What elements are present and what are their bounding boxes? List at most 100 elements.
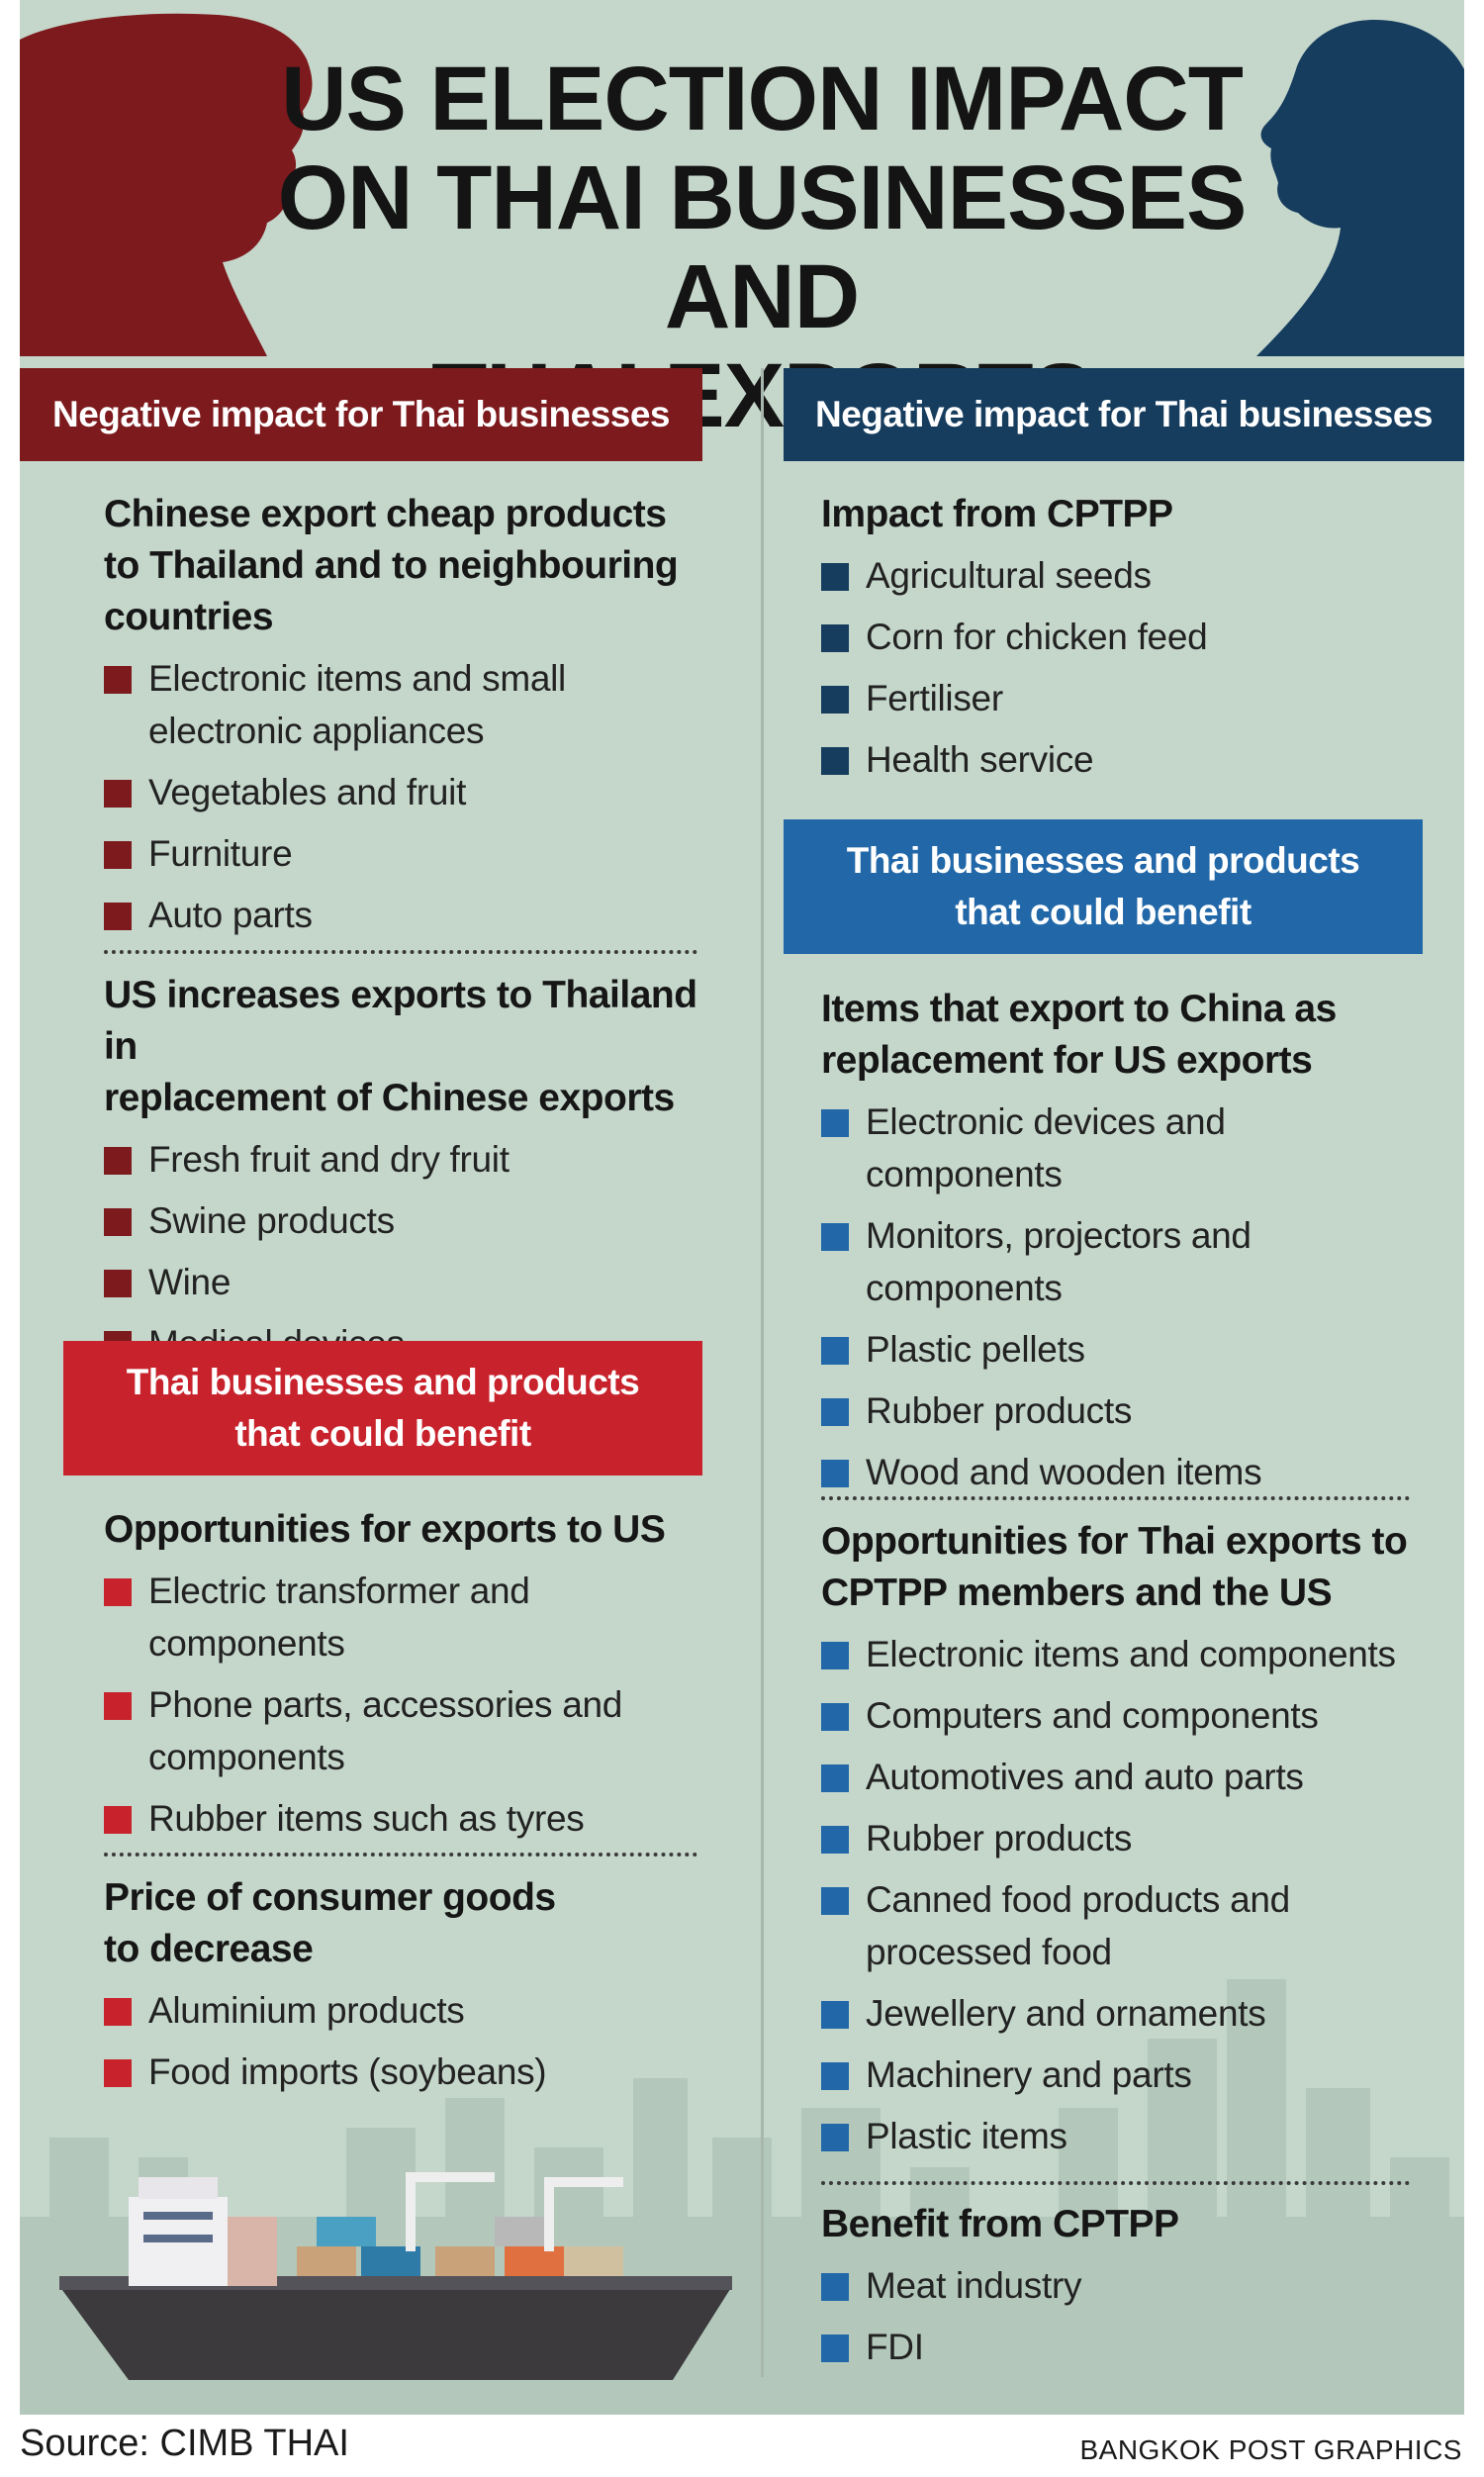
item-line: Rubber products bbox=[866, 1390, 1133, 1431]
list-item: Automotives and auto parts bbox=[821, 1751, 1454, 1803]
list-item: Food imports (soybeans) bbox=[104, 2046, 737, 2098]
left-group-4: Price of consumer goods to decrease Alum… bbox=[104, 1872, 737, 2098]
item-line: Machinery and parts bbox=[866, 2054, 1192, 2095]
item-line: components bbox=[148, 1737, 345, 1777]
left-group-1-heading: Chinese export cheap products to Thailan… bbox=[104, 489, 737, 643]
left-negative-banner-text: Negative impact for Thai businesses bbox=[51, 394, 671, 434]
bullet-square-icon bbox=[104, 2059, 132, 2087]
list-item: Wood and wooden items bbox=[821, 1446, 1454, 1498]
bullet-square-icon bbox=[821, 686, 849, 714]
list-item: Canned food products and processed food bbox=[821, 1873, 1454, 1978]
list-item: Aluminium products bbox=[104, 1984, 737, 2037]
heading-line: Impact from CPTPP bbox=[821, 493, 1173, 535]
item-line: Rubber products bbox=[866, 1818, 1133, 1858]
item-line: Jewellery and ornaments bbox=[866, 1993, 1266, 2034]
item-line: Wood and wooden items bbox=[866, 1452, 1262, 1492]
heading-line: to decrease bbox=[104, 1928, 314, 1970]
bullet-square-icon bbox=[821, 1337, 849, 1365]
bullet-square-icon bbox=[104, 841, 132, 869]
item-line: Agricultural seeds bbox=[866, 555, 1152, 596]
list-item: Auto parts bbox=[104, 889, 737, 941]
item-line: Food imports (soybeans) bbox=[148, 2051, 547, 2092]
list-item: Plastic items bbox=[821, 2110, 1454, 2162]
bullet-square-icon bbox=[821, 1642, 849, 1669]
dotted-separator bbox=[821, 1496, 1410, 1500]
left-negative-banner: Negative impact for Thai businesses bbox=[20, 368, 702, 461]
item-line: Health service bbox=[866, 739, 1094, 780]
right-group-3: Opportunities for Thai exports to CPTPP … bbox=[821, 1516, 1454, 2162]
bullet-square-icon bbox=[104, 780, 132, 808]
item-line: Fertiliser bbox=[866, 678, 1003, 718]
list-item: Rubber products bbox=[821, 1812, 1454, 1864]
item-line: Electronic items and small bbox=[148, 658, 566, 699]
heading-line: replacement for US exports bbox=[821, 1039, 1313, 1082]
heading-line: Opportunities for exports to US bbox=[104, 1508, 666, 1551]
bullet-square-icon bbox=[821, 2062, 849, 2090]
left-group-3-heading: Opportunities for exports to US bbox=[104, 1504, 737, 1556]
blue-silhouette bbox=[1256, 20, 1464, 356]
right-group-4-heading: Benefit from CPTPP bbox=[821, 2199, 1454, 2250]
item-line: components bbox=[866, 1154, 1063, 1194]
dotted-separator bbox=[104, 1853, 697, 1857]
list-item: FDI bbox=[821, 2321, 1454, 2373]
item-line: Fresh fruit and dry fruit bbox=[148, 1139, 510, 1180]
heading-line: Price of consumer goods bbox=[104, 1876, 556, 1919]
list-item: Electronic devices and components bbox=[821, 1096, 1454, 1200]
item-line: Plastic pellets bbox=[866, 1329, 1085, 1370]
right-group-1-heading: Impact from CPTPP bbox=[821, 489, 1454, 540]
heading-line: US increases exports to Thailand in bbox=[104, 974, 697, 1068]
left-group-2: US increases exports to Thailand in repl… bbox=[104, 970, 737, 1370]
item-line: Automotives and auto parts bbox=[866, 1757, 1304, 1797]
bullet-square-icon bbox=[821, 1109, 849, 1137]
item-line: Meat industry bbox=[866, 2265, 1082, 2306]
list-item: Fresh fruit and dry fruit bbox=[104, 1133, 737, 1186]
bullet-square-icon bbox=[821, 2273, 849, 2301]
heading-line: to Thailand and to neighbouring bbox=[104, 544, 679, 587]
list-item: Corn for chicken feed bbox=[821, 611, 1454, 663]
list-item: Computers and components bbox=[821, 1689, 1454, 1742]
list-item: Swine products bbox=[104, 1194, 737, 1247]
list-item: Plastic pellets bbox=[821, 1323, 1454, 1376]
background-art bbox=[20, 13, 1464, 2415]
item-line: Electronic devices and bbox=[866, 1101, 1226, 1142]
city-skyline bbox=[20, 1979, 1464, 2415]
bullet-square-icon bbox=[821, 1703, 849, 1731]
item-line: Aluminium products bbox=[148, 1990, 465, 2031]
banner-line: Thai businesses and products bbox=[846, 840, 1360, 881]
bullet-square-icon bbox=[821, 563, 849, 591]
heading-line: countries bbox=[104, 596, 274, 638]
bullet-square-icon bbox=[104, 903, 132, 930]
column-divider bbox=[761, 368, 764, 2377]
bullet-square-icon bbox=[821, 1398, 849, 1426]
list-item: Electronic items and small electronic app… bbox=[104, 652, 737, 757]
list-item: Agricultural seeds bbox=[821, 549, 1454, 602]
dotted-separator bbox=[821, 2181, 1410, 2185]
list-item: Monitors, projectors and components bbox=[821, 1209, 1454, 1314]
item-line: Swine products bbox=[148, 1200, 395, 1241]
bullet-square-icon bbox=[821, 1764, 849, 1792]
item-line: Phone parts, accessories and bbox=[148, 1684, 623, 1725]
list-item: Vegetables and fruit bbox=[104, 766, 737, 818]
item-line: Corn for chicken feed bbox=[866, 617, 1208, 657]
bullet-square-icon bbox=[104, 1806, 132, 1834]
infographic-panel: US ELECTION IMPACT ON THAI BUSINESSES AN… bbox=[20, 0, 1464, 2415]
item-line: Auto parts bbox=[148, 895, 313, 935]
bullet-square-icon bbox=[821, 2001, 849, 2029]
bullet-square-icon bbox=[104, 1208, 132, 1236]
left-group-4-heading: Price of consumer goods to decrease bbox=[104, 1872, 737, 1975]
item-line: Vegetables and fruit bbox=[148, 772, 467, 812]
left-group-2-heading: US increases exports to Thailand in repl… bbox=[104, 970, 737, 1124]
item-line: components bbox=[866, 1268, 1063, 1308]
heading-line: replacement of Chinese exports bbox=[104, 1077, 675, 1119]
bullet-square-icon bbox=[104, 1998, 132, 2026]
bullet-square-icon bbox=[821, 1223, 849, 1251]
item-line: Rubber items such as tyres bbox=[148, 1798, 585, 1839]
bullet-square-icon bbox=[821, 1460, 849, 1487]
list-item: Health service bbox=[821, 733, 1454, 786]
list-item: Phone parts, accessories and components bbox=[104, 1678, 737, 1783]
item-line: FDI bbox=[866, 2327, 924, 2367]
right-group-4: Benefit from CPTPP Meat industry FDI bbox=[821, 2199, 1454, 2373]
left-group-1: Chinese export cheap products to Thailan… bbox=[104, 489, 737, 941]
red-silhouette bbox=[20, 13, 313, 356]
item-line: Wine bbox=[148, 1262, 232, 1302]
